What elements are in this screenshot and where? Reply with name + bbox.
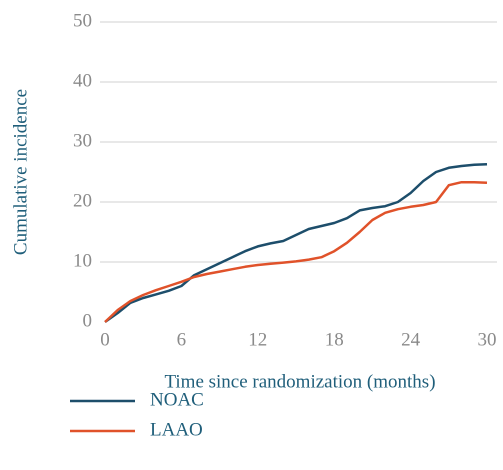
x-tick-label: 18 bbox=[325, 329, 344, 350]
line-series bbox=[104, 162, 488, 324]
x-tick-label: 6 bbox=[177, 329, 187, 350]
x-tick-label: 24 bbox=[401, 329, 421, 350]
line-series bbox=[104, 180, 488, 323]
y-tick-label: 50 bbox=[73, 10, 92, 31]
y-tick-label: 20 bbox=[73, 190, 92, 211]
y-tick-label: 10 bbox=[73, 250, 92, 271]
y-tick-label: 0 bbox=[83, 310, 93, 331]
legend-label: NOAC bbox=[150, 389, 204, 410]
y-tick-label: 40 bbox=[73, 70, 92, 91]
x-tick-label: 0 bbox=[100, 329, 110, 350]
legend-label: LAAO bbox=[150, 419, 203, 440]
y-axis-title: Cumulative incidence bbox=[10, 89, 31, 255]
x-tick-label: 12 bbox=[248, 329, 267, 350]
y-tick-label: 30 bbox=[73, 130, 92, 151]
x-tick-label: 30 bbox=[478, 329, 497, 350]
x-axis-title: Time since randomization (months) bbox=[164, 371, 435, 392]
